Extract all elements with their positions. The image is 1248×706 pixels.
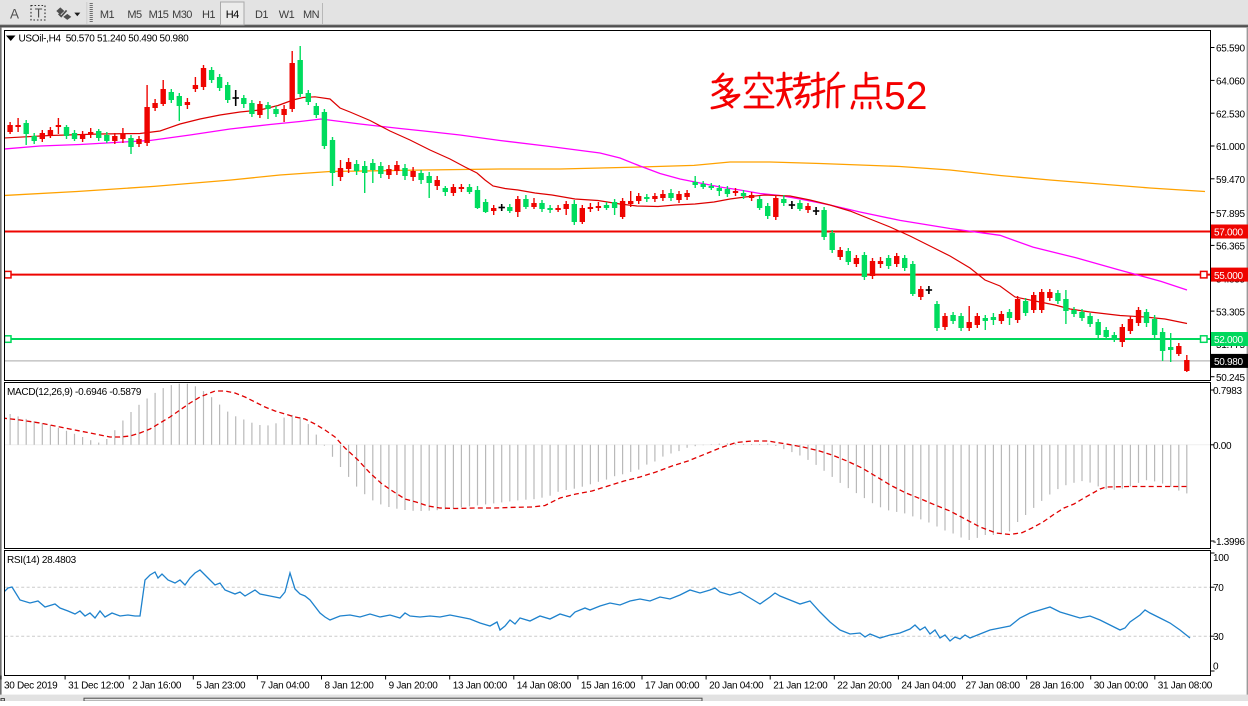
svg-text:D1: D1 xyxy=(255,9,268,21)
svg-text:9 Jan 20:00: 9 Jan 20:00 xyxy=(389,681,439,692)
svg-text:USOil-,H4 50.570 51.240 50.49: USOil-,H4 50.570 51.240 50.490 50.980 xyxy=(19,33,190,44)
svg-text:M1: M1 xyxy=(100,9,115,21)
svg-text:MACD(12,26,9) -0.6946 -0.5879: MACD(12,26,9) -0.6946 -0.5879 xyxy=(7,387,142,398)
svg-text:62.530: 62.530 xyxy=(1216,109,1246,120)
svg-text:M15: M15 xyxy=(149,9,169,21)
svg-text:-1.3996: -1.3996 xyxy=(1213,537,1246,548)
svg-text:65.590: 65.590 xyxy=(1216,44,1246,55)
svg-text:24 Jan 04:00: 24 Jan 04:00 xyxy=(901,681,956,692)
svg-text:50.980: 50.980 xyxy=(1214,357,1244,368)
svg-text:2 Jan 16:00: 2 Jan 16:00 xyxy=(132,681,182,692)
svg-text:0.00: 0.00 xyxy=(1213,441,1232,452)
svg-text:52: 52 xyxy=(884,75,927,118)
svg-text:17 Jan 00:00: 17 Jan 00:00 xyxy=(645,681,700,692)
svg-text:61.000: 61.000 xyxy=(1216,142,1246,153)
svg-text:53.305: 53.305 xyxy=(1216,307,1246,318)
svg-text:30 Dec 2019: 30 Dec 2019 xyxy=(4,681,58,692)
svg-text:M30: M30 xyxy=(172,9,192,21)
svg-text:31 Dec 12:00: 31 Dec 12:00 xyxy=(68,681,125,692)
svg-text:RSI(14) 28.4803: RSI(14) 28.4803 xyxy=(7,555,77,566)
svg-text:70: 70 xyxy=(1213,583,1224,594)
svg-text:H4: H4 xyxy=(226,9,239,21)
svg-text:H1: H1 xyxy=(202,9,215,21)
svg-text:57.895: 57.895 xyxy=(1216,209,1246,220)
svg-text:52.000: 52.000 xyxy=(1214,335,1244,346)
svg-text:14 Jan 08:00: 14 Jan 08:00 xyxy=(517,681,572,692)
svg-text:30: 30 xyxy=(1213,632,1224,643)
svg-text:MN: MN xyxy=(303,9,320,21)
svg-text:28 Jan 16:00: 28 Jan 16:00 xyxy=(1030,681,1085,692)
svg-text:50.245: 50.245 xyxy=(1216,373,1246,384)
svg-text:W1: W1 xyxy=(279,9,295,21)
svg-text:30 Jan 00:00: 30 Jan 00:00 xyxy=(1094,681,1149,692)
svg-text:55.000: 55.000 xyxy=(1214,271,1244,282)
svg-text:13 Jan 00:00: 13 Jan 00:00 xyxy=(453,681,508,692)
svg-text:64.060: 64.060 xyxy=(1216,77,1246,88)
svg-text:59.470: 59.470 xyxy=(1216,175,1246,186)
svg-text:T: T xyxy=(35,6,43,20)
svg-text:56.365: 56.365 xyxy=(1216,242,1246,253)
svg-text:100: 100 xyxy=(1213,553,1230,564)
svg-text:57.000: 57.000 xyxy=(1214,228,1244,239)
svg-text:31 Jan 08:00: 31 Jan 08:00 xyxy=(1158,681,1213,692)
svg-text:5 Jan 23:00: 5 Jan 23:00 xyxy=(196,681,246,692)
svg-text:0: 0 xyxy=(1213,662,1219,673)
svg-text:7 Jan 04:00: 7 Jan 04:00 xyxy=(260,681,310,692)
svg-text:21 Jan 12:00: 21 Jan 12:00 xyxy=(773,681,828,692)
svg-text:8 Jan 12:00: 8 Jan 12:00 xyxy=(325,681,375,692)
svg-text:M5: M5 xyxy=(127,9,142,21)
svg-text:27 Jan 08:00: 27 Jan 08:00 xyxy=(966,681,1021,692)
svg-text:22 Jan 20:00: 22 Jan 20:00 xyxy=(837,681,892,692)
svg-text:0.7983: 0.7983 xyxy=(1213,386,1243,397)
svg-text:15 Jan 16:00: 15 Jan 16:00 xyxy=(581,681,636,692)
svg-text:20 Jan 04:00: 20 Jan 04:00 xyxy=(709,681,764,692)
svg-text:A: A xyxy=(10,7,19,22)
